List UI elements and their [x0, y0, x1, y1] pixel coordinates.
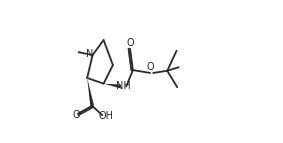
Polygon shape [104, 84, 121, 88]
Text: O: O [127, 38, 135, 48]
Polygon shape [87, 78, 94, 106]
Text: O: O [72, 110, 80, 120]
Text: OH: OH [98, 111, 113, 121]
Text: N: N [86, 49, 93, 59]
Text: NH: NH [116, 81, 131, 91]
Text: O: O [146, 62, 154, 72]
